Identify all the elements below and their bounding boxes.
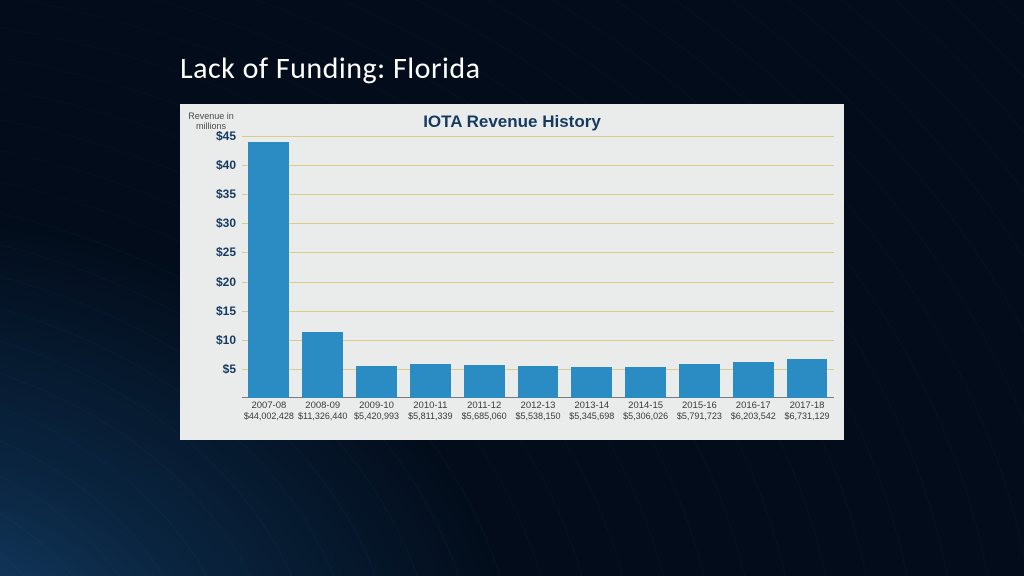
bar xyxy=(356,366,397,398)
value-label: $11,326,440 xyxy=(296,411,350,422)
x-tick-label: 2008-09$11,326,440 xyxy=(296,400,350,422)
x-axis-labels: 2007-08$44,002,4282008-09$11,326,4402009… xyxy=(242,400,834,422)
bar xyxy=(787,359,828,398)
y-tick-label: $10 xyxy=(216,333,236,347)
bar xyxy=(571,367,612,398)
x-tick-label: 2015-16$5,791,723 xyxy=(673,400,727,422)
x-tick-label: 2009-10$5,420,993 xyxy=(350,400,404,422)
y-tick-label: $35 xyxy=(216,187,236,201)
value-label: $5,791,723 xyxy=(673,411,727,422)
x-tick-label: 2007-08$44,002,428 xyxy=(242,400,296,422)
category-label: 2015-16 xyxy=(673,400,727,411)
value-label: $44,002,428 xyxy=(242,411,296,422)
value-label: $6,731,129 xyxy=(780,411,834,422)
category-label: 2007-08 xyxy=(242,400,296,411)
x-tick-label: 2014-15$5,306,026 xyxy=(619,400,673,422)
value-label: $5,538,150 xyxy=(511,411,565,422)
bar xyxy=(733,362,774,398)
x-tick-label: 2010-11$5,811,339 xyxy=(403,400,457,422)
y-tick-label: $5 xyxy=(223,362,236,376)
slide-title: Lack of Funding: Florida xyxy=(180,50,480,87)
category-label: 2012-13 xyxy=(511,400,565,411)
bar xyxy=(518,366,559,398)
x-tick-label: 2016-17$6,203,542 xyxy=(726,400,780,422)
bar-slot xyxy=(403,136,457,398)
plot-area: $5$10$15$20$25$30$35$40$45 xyxy=(242,136,834,398)
x-tick-label: 2017-18$6,731,129 xyxy=(780,400,834,422)
y-tick-label: $15 xyxy=(216,304,236,318)
bars-container xyxy=(242,136,834,398)
bar-slot xyxy=(350,136,404,398)
y-tick-label: $40 xyxy=(216,158,236,172)
value-label: $5,306,026 xyxy=(619,411,673,422)
value-label: $5,811,339 xyxy=(403,411,457,422)
category-label: 2017-18 xyxy=(780,400,834,411)
category-label: 2009-10 xyxy=(350,400,404,411)
y-tick-label: $30 xyxy=(216,216,236,230)
chart-title: IOTA Revenue History xyxy=(180,112,844,132)
bar xyxy=(679,364,720,398)
x-tick-label: 2012-13$5,538,150 xyxy=(511,400,565,422)
bar xyxy=(302,332,343,398)
y-tick-label: $45 xyxy=(216,129,236,143)
x-tick-label: 2011-12$5,685,060 xyxy=(457,400,511,422)
value-label: $5,685,060 xyxy=(457,411,511,422)
x-tick-label: 2013-14$5,345,698 xyxy=(565,400,619,422)
category-label: 2014-15 xyxy=(619,400,673,411)
bar xyxy=(248,142,289,398)
category-label: 2010-11 xyxy=(403,400,457,411)
category-label: 2016-17 xyxy=(726,400,780,411)
revenue-chart: IOTA Revenue History Revenue in millions… xyxy=(180,104,844,440)
category-label: 2008-09 xyxy=(296,400,350,411)
bar-slot xyxy=(619,136,673,398)
bar xyxy=(464,365,505,398)
bar-slot xyxy=(565,136,619,398)
bar xyxy=(410,364,451,398)
bar-slot xyxy=(457,136,511,398)
y-tick-label: $25 xyxy=(216,245,236,259)
value-label: $5,420,993 xyxy=(350,411,404,422)
bar xyxy=(625,367,666,398)
bar-slot xyxy=(242,136,296,398)
bar-slot xyxy=(780,136,834,398)
bar-slot xyxy=(726,136,780,398)
bar-slot xyxy=(673,136,727,398)
bar-slot xyxy=(511,136,565,398)
category-label: 2013-14 xyxy=(565,400,619,411)
value-label: $6,203,542 xyxy=(726,411,780,422)
value-label: $5,345,698 xyxy=(565,411,619,422)
bar-slot xyxy=(296,136,350,398)
y-tick-label: $20 xyxy=(216,275,236,289)
category-label: 2011-12 xyxy=(457,400,511,411)
